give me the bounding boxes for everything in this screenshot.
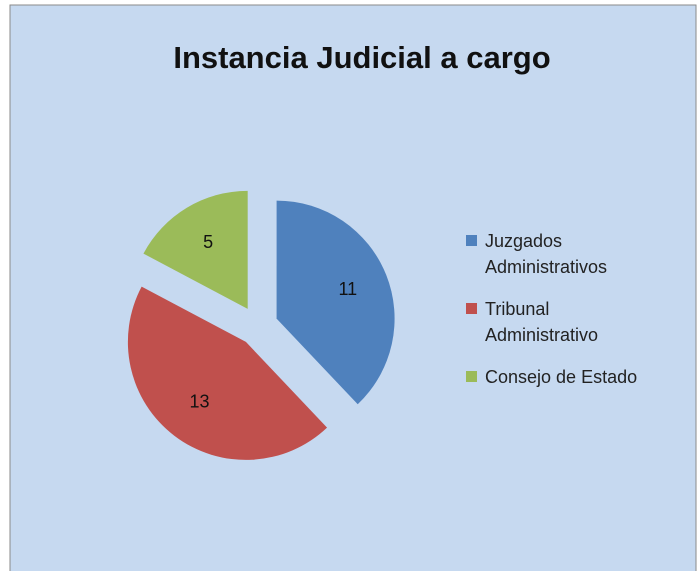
legend-swatch [466,371,477,382]
legend-item: Consejo de Estado [466,364,666,390]
data-label: 5 [203,232,213,252]
legend-label: Tribunal Administrativo [485,299,599,345]
legend: Juzgados Administrativos Tribunal Adminis… [466,228,666,406]
legend-item: Juzgados Administrativos [466,228,666,280]
legend-label: Consejo de Estado [485,367,638,387]
legend-swatch [466,303,477,314]
chart-title: Instancia Judicial a cargo [173,40,550,75]
pie-slice [276,200,395,405]
legend-item: Tribunal Administrativo [466,296,666,348]
pie-slice [127,286,328,460]
legend-swatch [466,235,477,246]
data-label: 13 [189,392,209,412]
data-label: 11 [338,279,357,299]
pie-slice [143,190,248,309]
legend-label: Juzgados Administrativos [485,231,608,277]
